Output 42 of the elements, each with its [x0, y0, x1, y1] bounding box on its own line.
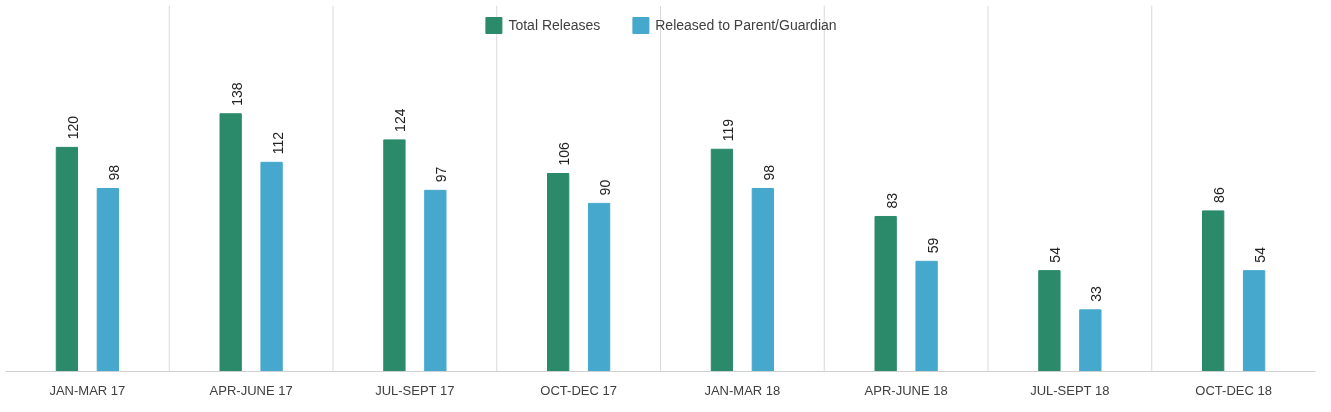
- bar: [874, 215, 897, 372]
- x-tick-label: APR-JUNE 17: [209, 382, 293, 398]
- data-label: 83: [883, 192, 900, 209]
- bar: [915, 260, 938, 372]
- bar: [1202, 210, 1225, 372]
- bar: [1038, 270, 1061, 372]
- data-label: 120: [64, 115, 81, 140]
- data-label: 119: [719, 118, 736, 142]
- data-label: 90: [597, 179, 614, 196]
- data-label: 98: [760, 164, 777, 181]
- data-label: 106: [556, 141, 573, 166]
- x-tick-label: JUL-SEPT 17: [375, 382, 455, 398]
- data-label: 124: [392, 108, 409, 132]
- bar: [55, 146, 79, 372]
- data-label: 59: [924, 237, 941, 254]
- bar: [751, 187, 774, 372]
- bar: [424, 189, 447, 372]
- data-label: 98: [105, 164, 122, 181]
- data-label: 138: [228, 82, 245, 106]
- bar: [260, 161, 283, 372]
- x-tick-label: OCT-DEC 17: [540, 382, 617, 398]
- x-tick-label: APR-JUNE 18: [864, 382, 948, 398]
- x-tick-label: OCT-DEC 18: [1195, 382, 1272, 398]
- bar: [710, 148, 734, 372]
- x-tick-label: JUL-SEPT 18: [1030, 382, 1110, 398]
- data-label: 86: [1211, 187, 1228, 203]
- bar: [547, 173, 570, 372]
- bar: [219, 113, 242, 372]
- bar: [383, 139, 406, 372]
- bar: [1079, 309, 1102, 372]
- data-label: 97: [433, 166, 450, 183]
- data-label: 33: [1088, 286, 1105, 302]
- x-tick-label: JAN-MAR 17: [49, 382, 126, 398]
- x-tick-label: JAN-MAR 18: [704, 382, 781, 398]
- legend-label: Total Releases: [508, 17, 601, 33]
- data-label: 54: [1252, 246, 1269, 263]
- legend-label: Released to Parent/Guardian: [655, 17, 837, 33]
- bar: [1242, 270, 1266, 372]
- bar: [96, 187, 119, 372]
- data-label: 54: [1047, 246, 1064, 263]
- data-label: 112: [269, 131, 286, 155]
- bar: [587, 202, 611, 372]
